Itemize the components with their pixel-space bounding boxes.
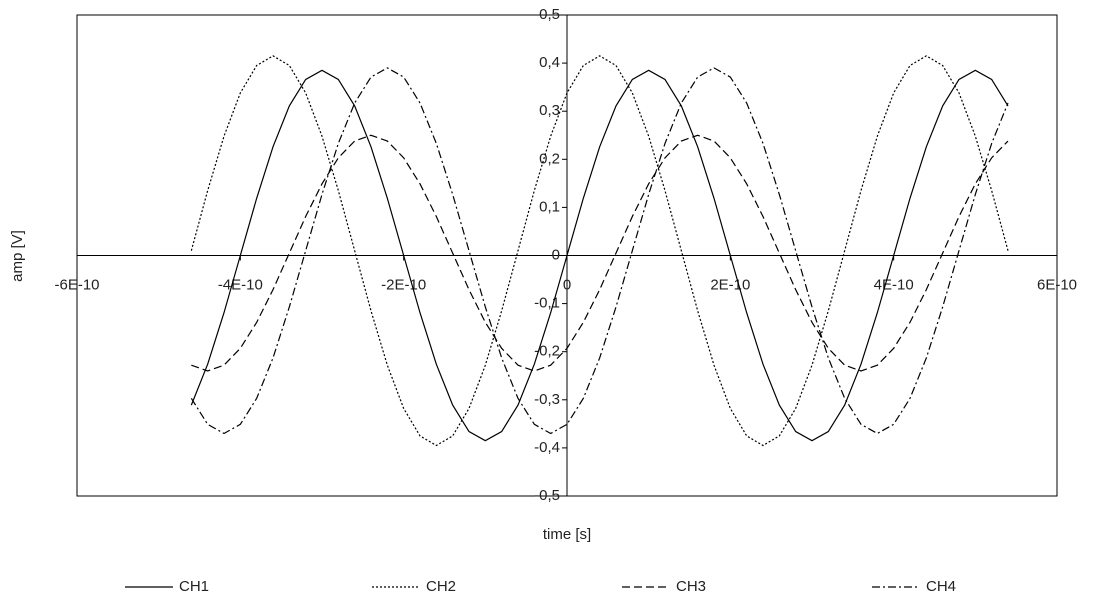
x-tick-label: 2E-10: [710, 276, 750, 293]
y-tick-label: -0,4: [534, 439, 560, 456]
x-axis-title: time [s]: [543, 526, 591, 543]
y-tick-label: -0,2: [534, 343, 560, 360]
x-tick-label: 0: [563, 276, 571, 293]
x-tick-label: -2E-10: [381, 276, 426, 293]
x-tick-label: -6E-10: [54, 276, 99, 293]
y-tick-label: 0: [552, 246, 560, 263]
series-line: [190, 69, 1009, 442]
y-tick-label: 0,1: [539, 198, 560, 215]
x-tick-label: 6E-10: [1037, 276, 1077, 293]
y-tick-label: -0,1: [534, 295, 560, 312]
legend-label: CH1: [179, 578, 209, 595]
series-line: [191, 134, 1009, 372]
legend-label: CH4: [926, 578, 956, 595]
legend-label: CH2: [426, 578, 456, 595]
y-tick-label: -0,3: [534, 391, 560, 408]
y-axis-title: amp [V]: [9, 230, 26, 282]
y-tick-label: 0,2: [539, 150, 560, 167]
x-tick-label: 4E-10: [874, 276, 914, 293]
y-tick-label: 0,3: [539, 102, 560, 119]
series-line: [190, 67, 1009, 435]
x-tick-label: -4E-10: [218, 276, 263, 293]
y-tick-label: 0,5: [539, 6, 560, 23]
legend-label: CH3: [676, 578, 706, 595]
y-tick-label: -0,5: [534, 487, 560, 504]
series-line: [190, 55, 1009, 447]
y-tick-label: 0,4: [539, 54, 560, 71]
